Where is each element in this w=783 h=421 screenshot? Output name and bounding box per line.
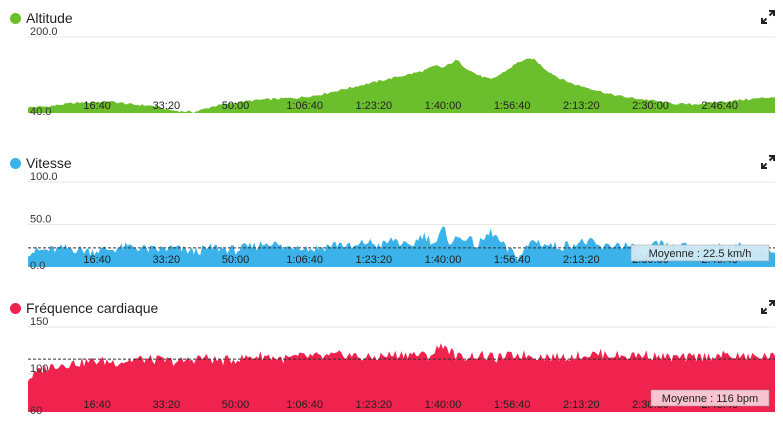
x-tick-label: 1:23:20 [355, 399, 392, 411]
speed-title-text: Vitesse [26, 155, 72, 171]
speed-chart: 100.0 50.0 0.0 16:40 33:20 50:00 1:06:40 1:23:2… [28, 171, 775, 272]
x-tick-label: 1:56:40 [494, 254, 531, 266]
average-label-box [630, 244, 770, 262]
average-label: Moyenne : 116 bpm [662, 393, 758, 405]
x-tick-label: 2:13:20 [563, 100, 600, 112]
x-tick-label: 16:40 [83, 399, 111, 411]
x-tick-label: 1:06:40 [286, 254, 323, 266]
y-tick-label: 0.0 [30, 260, 45, 272]
altitude-panel: Altitude 200.0 40.0 16:40 33:20 50:00 1:06:40… [0, 0, 783, 125]
x-tick-label: 2:13:20 [563, 399, 600, 411]
x-tick-label: 2:13:20 [563, 254, 600, 266]
speed-title: Vitesse [10, 155, 72, 171]
average-label-box [650, 389, 770, 407]
series-area [28, 226, 775, 267]
x-tick-label: 16:40 [83, 254, 111, 266]
altitude-title: Altitude [10, 10, 73, 26]
x-tick-label: 50:00 [222, 100, 250, 112]
heart-rate-panel: Fréquence cardiaque 150 100 60 16:40 33:20 50… [0, 295, 783, 421]
y-tick-label: 100 [30, 363, 48, 375]
heart-rate-title: Fréquence cardiaque [10, 300, 158, 316]
x-tick-label: 50:00 [222, 254, 250, 266]
y-tick-label: 200.0 [30, 26, 58, 38]
heart-rate-chart: 150 100 60 16:40 33:20 50:00 1:06:40 1:23:20 1:4… [28, 316, 775, 417]
x-tick-label: 1:06:40 [286, 399, 323, 411]
expand-icon[interactable] [761, 10, 775, 24]
x-tick-label: 1:23:20 [355, 100, 392, 112]
average-label: Moyenne : 22.5 km/h [649, 248, 752, 260]
y-tick-label: 40.0 [30, 106, 51, 118]
altitude-chart: 200.0 40.0 16:40 33:20 50:00 1:06:40 1:23:20 1:… [28, 26, 775, 118]
expand-icon[interactable] [761, 155, 775, 169]
y-tick-label: 150 [30, 316, 48, 328]
x-tick-label: 1:56:40 [494, 399, 531, 411]
heart-rate-title-text: Fréquence cardiaque [26, 300, 159, 316]
y-tick-label: 100.0 [30, 171, 58, 183]
heart-rate-legend-dot [10, 302, 21, 314]
y-tick-label: 60 [30, 405, 42, 417]
altitude-legend-dot [10, 12, 21, 24]
x-tick-label: 1:23:20 [355, 254, 392, 266]
x-tick-label: 33:20 [153, 100, 181, 112]
expand-icon[interactable] [761, 300, 775, 314]
x-tick-label: 1:40:00 [425, 399, 462, 411]
series-area [28, 58, 775, 113]
x-tick-label: 1:56:40 [494, 100, 531, 112]
x-tick-label: 50:00 [222, 399, 250, 411]
speed-legend-dot [10, 157, 21, 169]
x-tick-label: 1:40:00 [425, 254, 462, 266]
x-tick-label: 2:46:40 [701, 100, 738, 112]
speed-panel: Vitesse 100.0 50.0 0.0 16:40 33:20 50:00 1:06:… [0, 150, 783, 275]
altitude-title-text: Altitude [26, 10, 73, 26]
y-tick-label: 50.0 [30, 214, 51, 226]
x-tick-label: 2:30:00 [632, 100, 669, 112]
x-tick-label: 16:40 [83, 100, 111, 112]
x-tick-label: 1:06:40 [286, 100, 323, 112]
x-tick-label: 1:40:00 [425, 100, 462, 112]
series-area [28, 343, 775, 412]
x-tick-label: 33:20 [153, 254, 181, 266]
x-tick-label: 33:20 [153, 399, 181, 411]
